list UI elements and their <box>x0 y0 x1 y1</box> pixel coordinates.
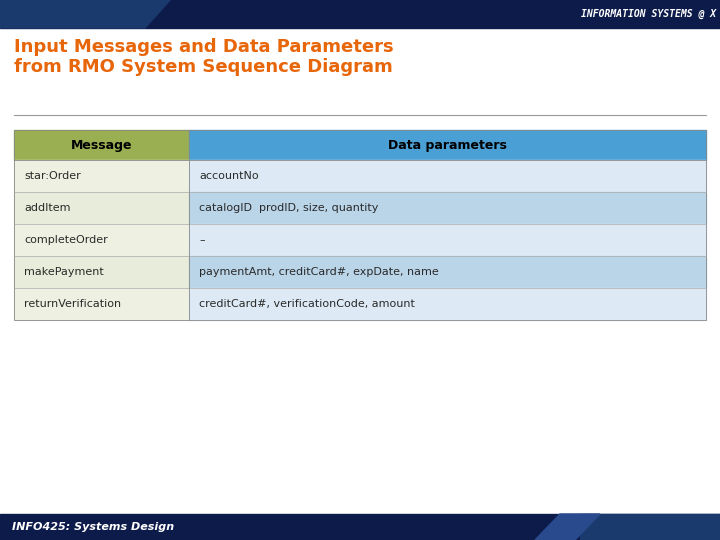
Text: completeOrder: completeOrder <box>24 235 108 245</box>
Bar <box>189 192 706 224</box>
Text: star:Order: star:Order <box>24 171 81 181</box>
Text: paymentAmt, creditCard#, expDate, name: paymentAmt, creditCard#, expDate, name <box>199 267 438 277</box>
Bar <box>14 224 189 256</box>
Text: INFO425: Systems Design: INFO425: Systems Design <box>12 522 174 532</box>
Bar <box>189 130 706 160</box>
Text: addItem: addItem <box>24 203 71 213</box>
Text: Message: Message <box>71 138 132 152</box>
Bar <box>0 0 720 28</box>
Bar <box>14 256 189 288</box>
Polygon shape <box>535 514 600 540</box>
Bar <box>189 224 706 256</box>
Bar <box>189 160 706 192</box>
Text: –: – <box>199 235 204 245</box>
Bar <box>14 130 706 320</box>
Text: makePayment: makePayment <box>24 267 104 277</box>
Text: Input Messages and Data Parameters: Input Messages and Data Parameters <box>14 38 394 56</box>
Text: accountNo: accountNo <box>199 171 258 181</box>
Text: Data parameters: Data parameters <box>388 138 507 152</box>
Polygon shape <box>0 0 170 28</box>
Bar <box>189 256 706 288</box>
Text: returnVerification: returnVerification <box>24 299 121 309</box>
Text: catalogID  prodID, size, quantity: catalogID prodID, size, quantity <box>199 203 379 213</box>
Polygon shape <box>580 514 720 540</box>
Bar <box>14 130 189 160</box>
Text: INFORMATION SYSTEMS @ X: INFORMATION SYSTEMS @ X <box>581 9 716 19</box>
Bar <box>189 288 706 320</box>
Text: from RMO System Sequence Diagram: from RMO System Sequence Diagram <box>14 58 392 76</box>
Bar <box>14 192 189 224</box>
Text: creditCard#, verificationCode, amount: creditCard#, verificationCode, amount <box>199 299 415 309</box>
Bar <box>0 514 720 540</box>
Bar <box>14 288 189 320</box>
Bar <box>14 160 189 192</box>
